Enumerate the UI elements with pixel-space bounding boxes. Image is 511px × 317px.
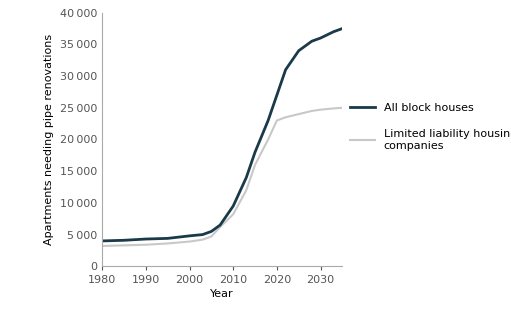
All block houses — [265, 119, 271, 122]
Limited liability housing
companies — [252, 163, 258, 167]
Limited liability housing
companies — [265, 138, 271, 141]
Limited liability housing
companies — [217, 225, 223, 229]
All block houses — [331, 30, 337, 34]
Limited liability housing
companies — [187, 240, 193, 243]
All block houses — [208, 230, 215, 233]
Y-axis label: Apartments needing pipe renovations: Apartments needing pipe renovations — [44, 34, 54, 245]
All block houses — [165, 236, 171, 240]
All block houses — [309, 39, 315, 43]
All block houses — [143, 237, 149, 241]
All block houses — [99, 239, 105, 243]
All block houses — [121, 238, 127, 242]
Limited liability housing
companies — [274, 119, 280, 122]
All block houses — [317, 36, 323, 40]
All block houses — [283, 68, 289, 72]
Limited liability housing
companies — [99, 244, 105, 248]
Limited liability housing
companies — [283, 115, 289, 119]
Limited liability housing
companies — [200, 238, 206, 242]
Limited liability housing
companies — [339, 106, 345, 110]
All block houses — [252, 150, 258, 154]
X-axis label: Year: Year — [211, 289, 234, 300]
All block houses — [230, 204, 236, 208]
Limited liability housing
companies — [143, 243, 149, 247]
All block houses — [217, 223, 223, 227]
All block houses — [200, 233, 206, 236]
Limited liability housing
companies — [296, 112, 302, 116]
Limited liability housing
companies — [230, 212, 236, 216]
Limited liability housing
companies — [121, 243, 127, 247]
All block houses — [187, 234, 193, 238]
Line: All block houses: All block houses — [102, 29, 342, 241]
Limited liability housing
companies — [317, 108, 323, 112]
All block houses — [296, 49, 302, 53]
Limited liability housing
companies — [208, 235, 215, 238]
Limited liability housing
companies — [165, 242, 171, 245]
All block houses — [274, 93, 280, 97]
Limited liability housing
companies — [331, 107, 337, 110]
Limited liability housing
companies — [243, 188, 249, 192]
Line: Limited liability housing
companies: Limited liability housing companies — [102, 108, 342, 246]
Legend: All block houses, Limited liability housing
companies: All block houses, Limited liability hous… — [351, 103, 511, 151]
All block houses — [243, 176, 249, 179]
All block houses — [339, 27, 345, 30]
Limited liability housing
companies — [309, 109, 315, 113]
